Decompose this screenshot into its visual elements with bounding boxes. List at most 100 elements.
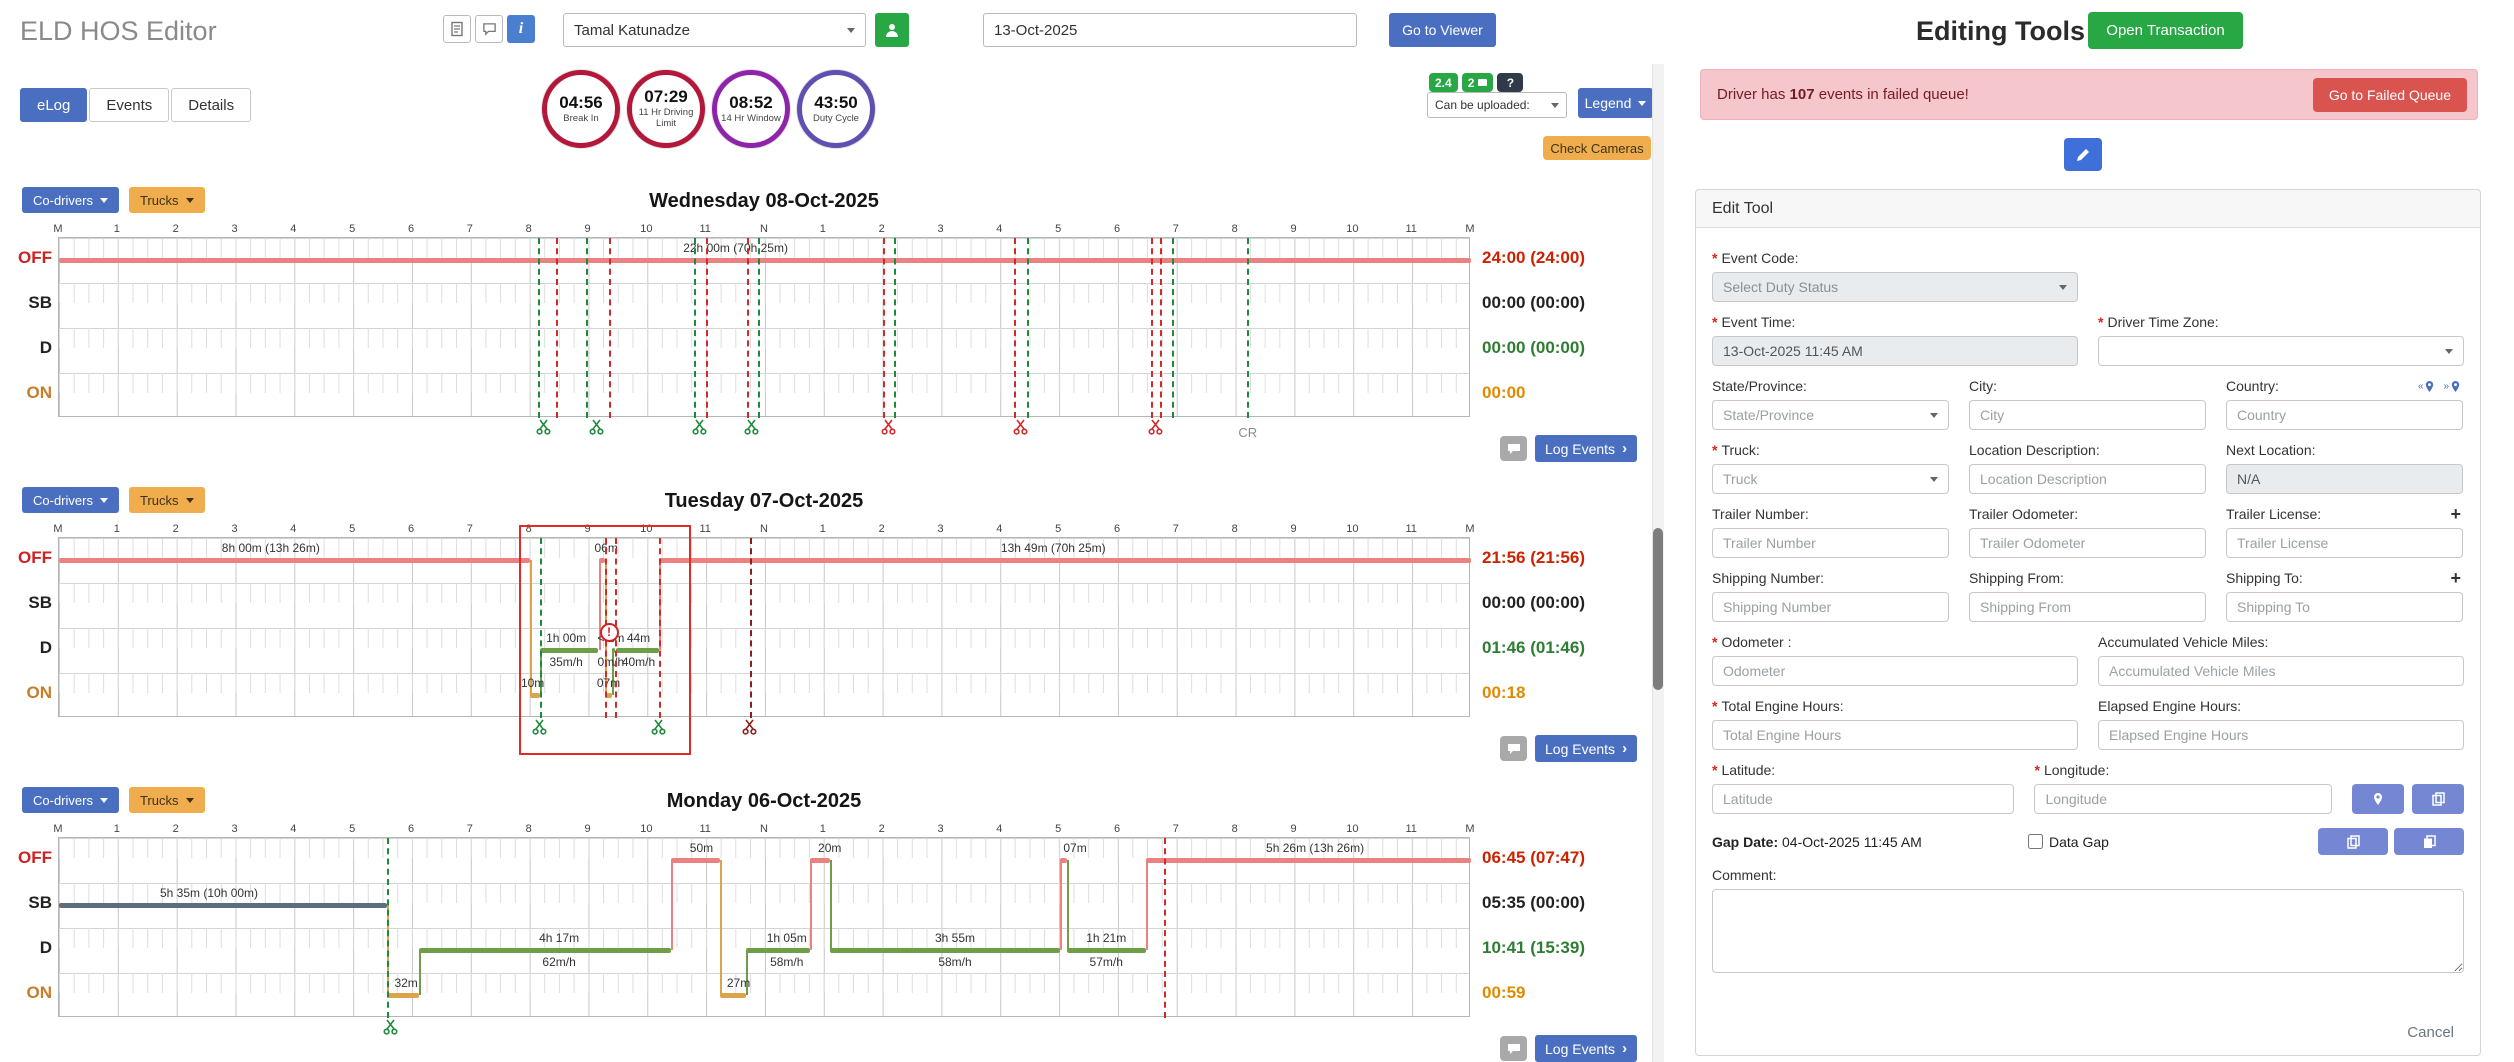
comment-bubble-button[interactable] — [1500, 736, 1527, 761]
comment-bubble-button[interactable] — [1500, 1036, 1527, 1061]
go-to-viewer-button[interactable]: Go to Viewer — [1389, 13, 1496, 47]
driver-select[interactable]: Tamal Katunadze — [563, 13, 866, 47]
scissors-icon[interactable] — [383, 1019, 398, 1036]
copy-event-button[interactable] — [2394, 828, 2464, 855]
hour-label: 7 — [466, 823, 473, 835]
prev-location-pin-button[interactable]: « — [2416, 380, 2438, 393]
latitude-input[interactable] — [1712, 784, 2015, 814]
cancel-button[interactable]: Cancel — [2407, 1024, 2454, 1041]
shipping-number-input[interactable] — [1712, 592, 1949, 622]
scissors-icon[interactable] — [744, 419, 759, 436]
driver-time-zone-select[interactable] — [2098, 336, 2464, 366]
caret-down-icon — [847, 27, 855, 33]
country-input[interactable] — [2226, 400, 2463, 430]
gauge-duty-cycle: 43:50 Duty Cycle — [797, 70, 875, 148]
shipping-to-input[interactable] — [2226, 592, 2463, 622]
trucks-dropdown[interactable]: Trucks — [128, 487, 205, 513]
trailer-odometer-input[interactable] — [1969, 528, 2206, 558]
hour-label: 11 — [1405, 223, 1417, 235]
codrivers-dropdown[interactable]: Co-drivers — [22, 487, 119, 513]
edit-marker — [538, 238, 541, 418]
add-trailer-button[interactable]: + — [2450, 504, 2461, 524]
help-badge[interactable]: ? — [1497, 73, 1524, 92]
notes-button[interactable] — [475, 15, 503, 43]
tab-events[interactable]: Events — [89, 88, 170, 122]
segment-connector — [829, 860, 832, 950]
event-code-select[interactable]: Select Duty Status — [1712, 272, 2078, 302]
hour-label: N — [760, 823, 768, 835]
caret-down-icon — [185, 797, 194, 803]
codrivers-dropdown[interactable]: Co-drivers — [22, 787, 119, 813]
scissors-icon[interactable] — [742, 719, 757, 736]
required-asterisk: * — [1712, 314, 1718, 330]
duty-segment — [670, 858, 720, 863]
copy-coordinates-button[interactable] — [2412, 784, 2464, 814]
check-cameras-button[interactable]: Check Cameras — [1543, 136, 1651, 160]
driver-profile-button[interactable] — [875, 13, 909, 47]
vertical-scrollbar-thumb[interactable] — [1653, 528, 1663, 690]
truck-select[interactable]: Truck — [1712, 464, 1949, 494]
version-badge: 2.4 — [1429, 73, 1458, 92]
duty-segment — [539, 648, 599, 653]
segment-connector — [746, 950, 749, 995]
tab-details[interactable]: Details — [171, 88, 252, 122]
scissors-icon[interactable] — [1148, 419, 1163, 436]
state-province-select[interactable]: State/Province — [1712, 400, 1949, 430]
quarter-ticks — [59, 673, 1469, 693]
data-gap-checkbox-label[interactable]: Data Gap — [2028, 834, 2268, 850]
date-input[interactable] — [983, 13, 1357, 47]
accumulated-vehicle-miles-input[interactable] — [2098, 656, 2464, 686]
edit-pencil-button[interactable] — [2064, 138, 2102, 171]
info-button[interactable]: i — [507, 15, 535, 43]
documents-button[interactable] — [443, 15, 471, 43]
odometer-input[interactable] — [1712, 656, 2078, 686]
log-events-button[interactable]: Log Events › — [1535, 1035, 1638, 1062]
hour-axis: M 1 2 3 4 5 6 7 8 9 10 11 N 1 2 3 4 5 6 7 8 9 10 11 M — [0, 517, 1652, 537]
gap-date-text: Gap Date: 04-Oct-2025 11:45 AM — [1712, 833, 1922, 850]
open-transaction-button[interactable]: Open Transaction — [2088, 12, 2243, 49]
can-be-uploaded-select[interactable]: Can be uploaded: — [1427, 92, 1567, 118]
city-input[interactable] — [1969, 400, 2206, 430]
data-gap-checkbox[interactable] — [2028, 834, 2043, 849]
longitude-input[interactable] — [2034, 784, 2332, 814]
shipping-from-input[interactable] — [1969, 592, 2206, 622]
legend-button[interactable]: Legend — [1578, 88, 1652, 118]
codrivers-dropdown[interactable]: Co-drivers — [22, 187, 119, 213]
segment-connector — [612, 650, 615, 695]
log-events-button[interactable]: Log Events › — [1535, 435, 1638, 462]
row-total-off: 21:56 (21:56) — [1482, 548, 1586, 567]
total-engine-hours-input[interactable] — [1712, 720, 2078, 750]
trucks-dropdown[interactable]: Trucks — [128, 187, 205, 213]
scissors-icon[interactable] — [589, 419, 604, 436]
trailer-number-input[interactable] — [1712, 528, 1949, 558]
hour-label: 10 — [1346, 523, 1359, 535]
elapsed-engine-hours-input[interactable] — [2098, 720, 2464, 750]
edit-marker — [1163, 838, 1166, 1018]
hour-label: 7 — [466, 523, 473, 535]
edit-tool-title: Edit Tool — [1696, 190, 2480, 228]
day-toolbar: Co-drivers Trucks — [22, 787, 205, 813]
scissors-icon[interactable] — [651, 719, 666, 736]
segment-label: 4h 17m — [539, 931, 580, 945]
map-locate-button[interactable] — [2352, 784, 2404, 814]
next-location-pin-button[interactable]: » — [2441, 380, 2463, 393]
trucks-dropdown[interactable]: Trucks — [128, 787, 205, 813]
caret-down-icon — [99, 497, 108, 503]
duplicate-event-button[interactable] — [2318, 828, 2388, 855]
go-to-failed-queue-button[interactable]: Go to Failed Queue — [2312, 77, 2467, 112]
tab-elog[interactable]: eLog — [20, 88, 88, 122]
trailer-license-input[interactable] — [2226, 528, 2463, 558]
event-time-input[interactable] — [1712, 336, 2078, 366]
comment-bubble-button[interactable] — [1500, 436, 1527, 461]
add-shipping-button[interactable]: + — [2450, 568, 2461, 588]
scissors-icon[interactable] — [532, 719, 547, 736]
log-events-button[interactable]: Log Events › — [1535, 735, 1638, 762]
scissors-icon[interactable] — [881, 419, 896, 436]
scissors-icon[interactable] — [536, 419, 551, 436]
location-description-input[interactable] — [1969, 464, 2206, 494]
segment-label: 5h 35m (10h 00m) — [159, 886, 259, 900]
next-location-input[interactable] — [2226, 464, 2463, 494]
scissors-icon[interactable] — [692, 419, 707, 436]
scissors-icon[interactable] — [1013, 419, 1028, 436]
comment-textarea[interactable] — [1712, 889, 2464, 973]
